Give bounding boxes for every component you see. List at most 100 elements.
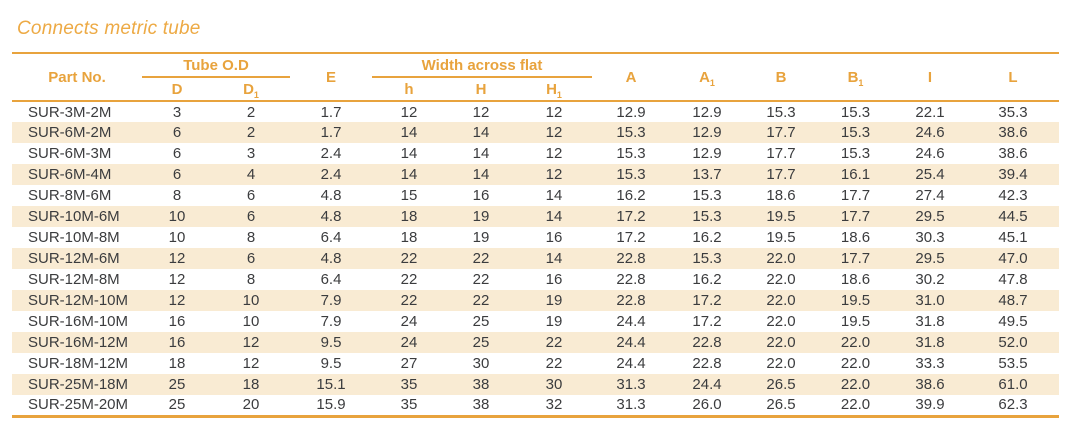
col-header-label: H <box>546 80 557 98</box>
value-cell: 14 <box>545 250 563 267</box>
value-cell: 19.5 <box>766 229 796 246</box>
col-header-label: H <box>475 80 487 98</box>
value-cell: 12 <box>400 103 418 121</box>
table-row: SUR-12M-8M 12 8 6.4 22 22 16 22.8 16.2 22.0 18.6 30… <box>12 269 1059 290</box>
value-cell: 16 <box>472 187 490 204</box>
value-cell: 22.8 <box>692 334 722 351</box>
table-row: SUR-25M-20M 25 20 15.9 35 38 32 31.3 26.0 26.5 22.… <box>12 395 1059 416</box>
col-header-label: L <box>1008 68 1018 86</box>
value-cell: 12 <box>168 292 186 309</box>
value-cell: 22.8 <box>616 292 646 309</box>
value-cell: 6 <box>246 208 256 225</box>
value-cell: 3 <box>246 145 256 162</box>
value-cell: 14 <box>400 145 418 162</box>
table-row: SUR-25M-18M 25 18 15.1 35 38 30 31.3 24.4 26.5 22.… <box>12 374 1060 395</box>
value-cell: 6 <box>172 166 182 183</box>
value-cell: 17.7 <box>766 166 796 183</box>
value-cell: 52.0 <box>998 334 1028 351</box>
value-cell: 15.3 <box>692 187 722 204</box>
value-cell: 38.6 <box>915 376 945 393</box>
col-header-label: B <box>775 68 787 86</box>
value-cell: 10 <box>242 313 260 330</box>
value-cell: 18 <box>242 376 260 393</box>
value-cell: 9.5 <box>320 334 342 351</box>
header-row-groups: Part No. Tube O.D E Width across flat A … <box>12 53 1060 102</box>
value-cell: 16 <box>168 334 186 351</box>
value-cell: 27.4 <box>915 187 945 204</box>
table-body: SUR-3M-2M 3 2 1.7 12 12 12 12.9 12.9 15.3 15.3 22.1… <box>12 101 1060 416</box>
metric-tube-spec-table: Part No. Tube O.D E Width across flat A … <box>12 52 1060 418</box>
value-cell: 42.3 <box>998 187 1028 204</box>
value-cell: 31.8 <box>915 313 945 330</box>
value-cell: 24.4 <box>616 355 646 372</box>
value-cell: 3 <box>172 103 182 121</box>
value-cell: 31.3 <box>616 376 646 393</box>
table-row: SUR-6M-2M 6 2 1.7 14 14 12 15.3 12.9 17.7 15.3 24.6… <box>12 122 1060 143</box>
value-cell: 15.3 <box>616 145 646 162</box>
value-cell: 17.2 <box>616 229 646 246</box>
table-row: SUR-8M-6M 8 6 4.8 15 16 14 16.2 15.3 18.6 17.7 27.4… <box>12 185 1059 206</box>
value-cell: 8 <box>172 187 182 204</box>
col-header-label: h <box>404 80 414 98</box>
value-cell: 4.8 <box>320 208 342 225</box>
value-cell: 15.9 <box>316 396 346 414</box>
value-cell: 47.0 <box>998 250 1028 267</box>
value-cell: 16.2 <box>692 271 722 288</box>
value-cell: 16.1 <box>840 166 871 183</box>
value-cell: 15 <box>400 187 418 204</box>
value-cell: 15.3 <box>692 250 722 267</box>
col-header-a1: A1 <box>670 53 745 102</box>
value-cell: 1.7 <box>320 124 342 141</box>
value-cell: 35.3 <box>998 103 1028 121</box>
value-cell: 17.2 <box>692 313 722 330</box>
value-cell: 15.3 <box>840 145 871 162</box>
value-cell: 30 <box>545 376 563 393</box>
value-cell: 12.9 <box>692 145 722 162</box>
value-cell: 17.7 <box>766 145 796 162</box>
value-cell: 17.2 <box>692 292 722 309</box>
part-no-cell: SUR-6M-3M <box>28 145 112 162</box>
col-header-label: A <box>625 68 637 86</box>
value-cell: 17.7 <box>840 250 871 267</box>
col-header-subscript: 1 <box>709 77 715 88</box>
value-cell: 38 <box>472 396 490 414</box>
col-header-d1: D1 <box>212 77 290 102</box>
value-cell: 31.0 <box>915 292 945 309</box>
value-cell: 8 <box>246 271 256 288</box>
value-cell: 22.0 <box>840 355 871 372</box>
value-cell: 61.0 <box>998 376 1028 393</box>
value-cell: 6 <box>246 250 256 267</box>
value-cell: 35 <box>400 376 418 393</box>
col-header-h-cap: H <box>446 77 516 102</box>
table-row: SUR-12M-10M 12 10 7.9 22 22 19 22.8 17.2 22.0 19.5… <box>12 290 1060 311</box>
part-no-cell: SUR-16M-12M <box>28 334 129 351</box>
value-cell: 19.5 <box>766 208 796 225</box>
value-cell: 6.4 <box>320 271 342 288</box>
part-no-cell: SUR-12M-10M <box>28 292 129 309</box>
col-header-label: A <box>699 68 710 86</box>
value-cell: 22.0 <box>766 292 796 309</box>
value-cell: 15.1 <box>316 376 346 393</box>
value-cell: 19 <box>545 292 563 309</box>
part-no-cell: SUR-3M-2M <box>28 103 112 121</box>
value-cell: 2.4 <box>320 145 342 162</box>
part-no-cell: SUR-8M-6M <box>28 187 112 204</box>
value-cell: 25 <box>168 396 186 414</box>
header-row-subcolumns: D D1 h H H 1 <box>12 77 1059 102</box>
value-cell: 15.3 <box>766 103 796 121</box>
table-row: SUR-10M-6M 10 6 4.8 18 19 14 17.2 15.3 19.5 17.7 29… <box>12 206 1060 227</box>
col-header-label: D <box>243 80 254 98</box>
value-cell: 16 <box>545 271 563 288</box>
value-cell: 22 <box>472 292 490 309</box>
table-row: SUR-6M-3M 6 3 2.4 14 14 12 15.3 12.9 17.7 15.3 24.6… <box>12 143 1059 164</box>
part-no-cell: SUR-18M-12M <box>28 355 129 372</box>
value-cell: 17.7 <box>766 124 796 141</box>
value-cell: 22.8 <box>616 271 646 288</box>
value-cell: 22.0 <box>766 313 796 330</box>
part-no-cell: SUR-25M-20M <box>28 396 129 414</box>
value-cell: 22.1 <box>915 103 945 121</box>
value-cell: 26.5 <box>766 396 796 414</box>
col-header-label: I <box>927 68 933 86</box>
value-cell: 29.5 <box>915 208 945 225</box>
